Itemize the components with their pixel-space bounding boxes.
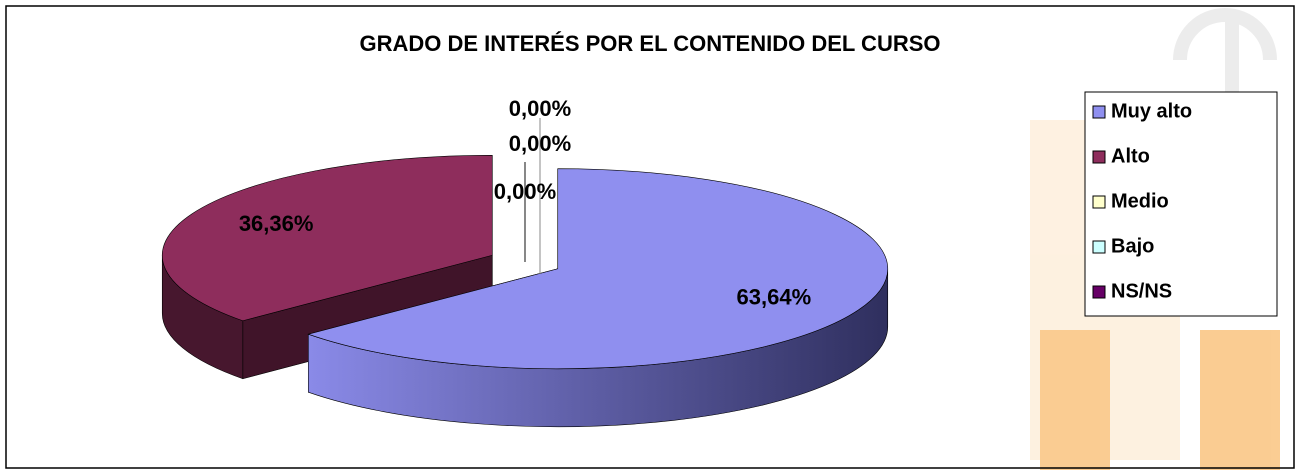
pie-slice [162,154,493,322]
legend-label: Alto [1111,145,1150,167]
legend-label: Bajo [1111,235,1154,257]
legend [1084,91,1278,317]
data-label: 0,00% [494,179,556,204]
legend-swatch [1092,240,1106,254]
pie-slice [307,168,888,370]
legend-label: Muy alto [1111,100,1192,122]
chart-frame [5,5,1295,469]
data-label: 63,64% [737,284,812,309]
legend-swatch [1092,150,1106,164]
chart-title: GRADO DE INTERÉS POR EL CONTENIDO DEL CU… [359,31,940,56]
data-label: 0,00% [509,131,571,156]
data-label: 0,00% [509,96,571,121]
data-label: 36,36% [239,211,314,236]
pie: 63,64% 36,36% 0,00% 0,00% 0,00% [161,96,889,428]
legend-swatch [1092,285,1106,299]
legend-entries: Muy alto Alto Medio Bajo NS/NS [1092,100,1192,302]
legend-swatch [1092,195,1106,209]
legend-swatch [1092,105,1106,119]
slice-tops [162,154,888,370]
legend-label: NS/NS [1111,280,1172,302]
legend-label: Medio [1111,190,1169,212]
